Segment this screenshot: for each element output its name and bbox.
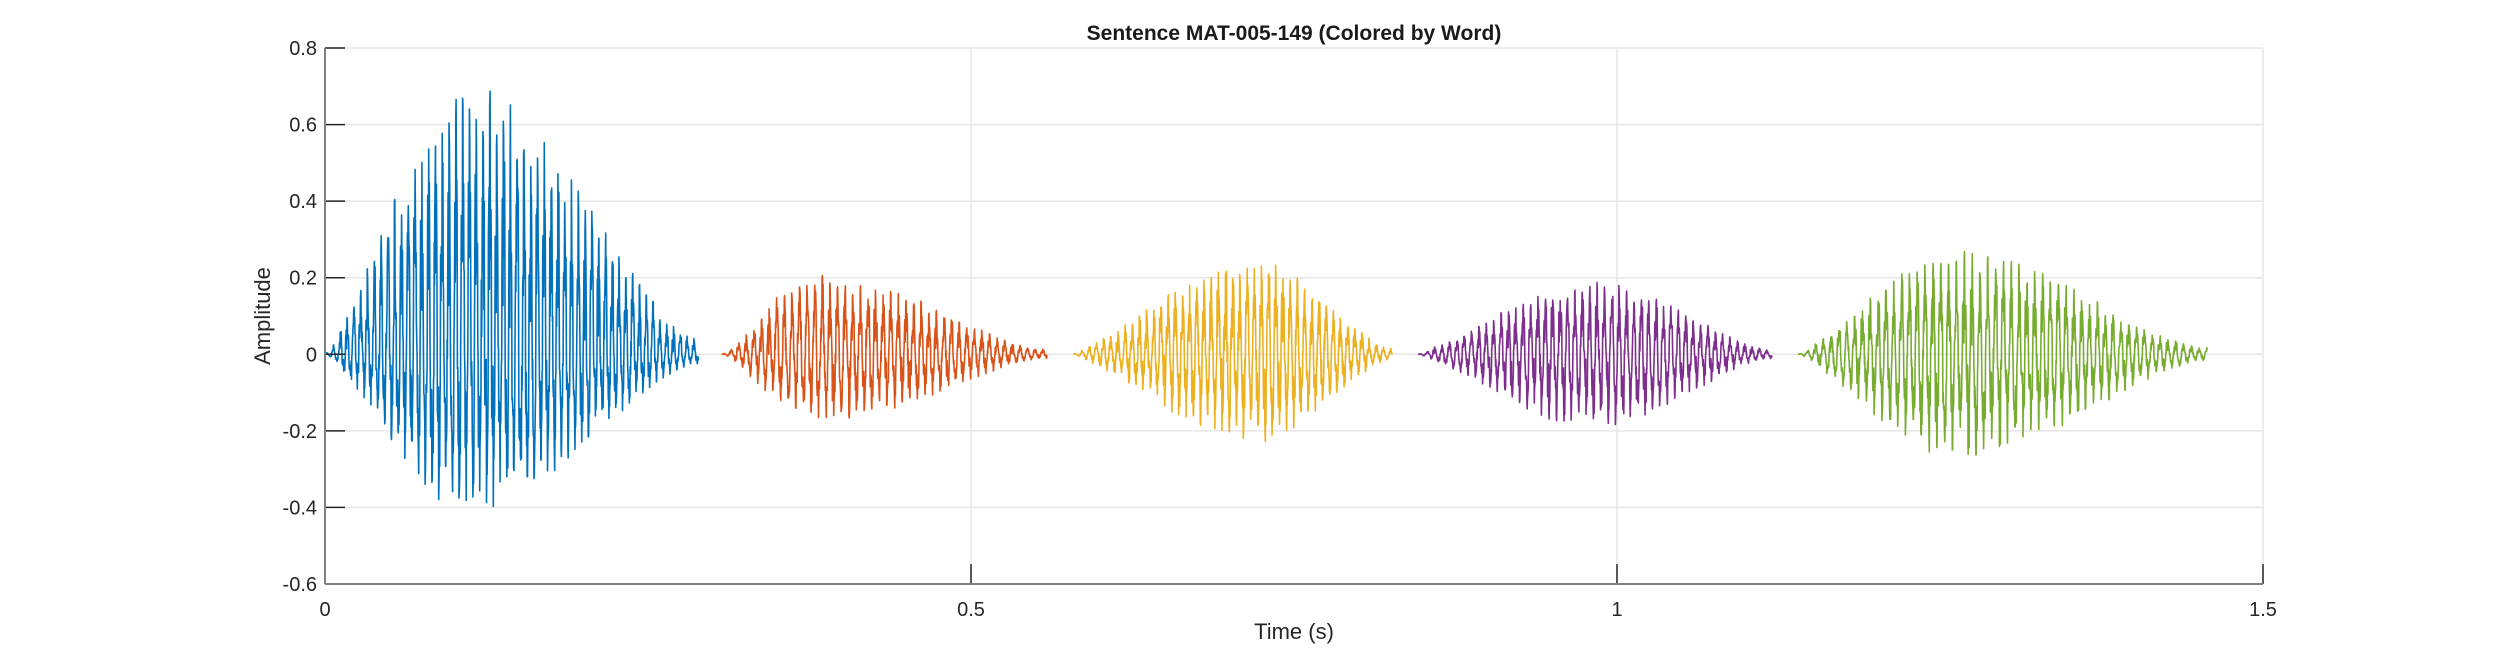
waveform-word-1 <box>324 90 700 508</box>
waveform-word-3 <box>1072 264 1393 443</box>
waveform-series <box>324 90 2209 508</box>
y-tick-label: 0.2 <box>289 268 317 290</box>
y-tick-label: -0.2 <box>283 421 317 443</box>
waveform-word-5 <box>1797 250 2209 456</box>
x-tick-label: 0.5 <box>957 599 985 621</box>
y-tick-label: 0 <box>306 344 317 366</box>
x-axis-label: Time (s) <box>1254 619 1334 644</box>
waveform-word-2 <box>721 274 1048 419</box>
x-tick-label: 1 <box>1611 599 1622 621</box>
y-tick-label: -0.6 <box>283 574 317 596</box>
x-tick-label: 1.5 <box>2249 599 2277 621</box>
y-axis-label: Amplitude <box>250 267 275 365</box>
y-tick-label: 0.6 <box>289 115 317 137</box>
x-tick-label: 0 <box>319 599 330 621</box>
y-tick-label: 0.8 <box>289 38 317 60</box>
waveform-word-4 <box>1417 281 1773 426</box>
axes: 0 0.5 1 1.5 -0.6 -0.4 -0.2 0 0.2 0.4 0.6 0.8 <box>283 38 2277 621</box>
chart-title: Sentence MAT-005-149 (Colored by Word) <box>1087 22 1502 45</box>
y-tick-label: -0.4 <box>283 497 317 519</box>
y-tick-label: 0.4 <box>289 191 317 213</box>
